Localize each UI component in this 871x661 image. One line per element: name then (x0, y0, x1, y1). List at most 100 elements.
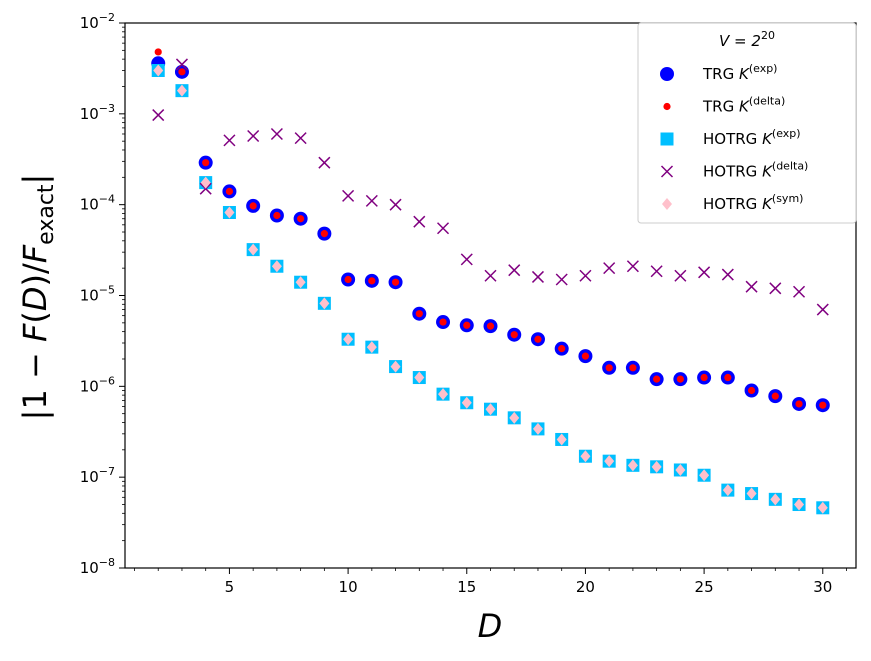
point-s4-21 (604, 455, 615, 468)
series-4 (153, 64, 828, 514)
point-s3-30 (816, 303, 829, 316)
point-s4-25 (699, 469, 710, 482)
x-tick-label-30: 30 (813, 578, 832, 596)
series-3 (152, 58, 829, 316)
point-s4-12 (390, 360, 401, 373)
point-s3-17 (508, 264, 521, 277)
legend-label-sup-0: (exp) (749, 62, 778, 75)
point-s4-13 (414, 371, 425, 384)
legend-label-name-1: TRG (702, 98, 739, 116)
legend-label-sup-1: (delta) (749, 95, 785, 108)
point-s1-17 (510, 331, 518, 339)
legend-label-sup-3: (delta) (772, 160, 808, 173)
legend-label-name-2: HOTRG (703, 130, 762, 148)
y-tick-label-exp-5: −3 (99, 102, 115, 115)
point-s3-10 (342, 189, 355, 202)
y-axis-title: |1 − F(D)/Fexact| (16, 174, 59, 421)
point-s4-28 (770, 493, 781, 506)
point-s4-29 (794, 498, 805, 511)
legend-title-prefix: V = 2 (719, 32, 761, 50)
y-tick-label-base-0: 10 (80, 559, 99, 577)
x-tick-label-20: 20 (576, 578, 595, 596)
point-s3-8 (294, 132, 307, 145)
point-s3-19 (555, 273, 568, 286)
y-tick-label-exp-0: −8 (99, 556, 115, 569)
point-s4-14 (438, 388, 449, 401)
point-s3-3 (175, 58, 188, 71)
legend-label-name-4: HOTRG (703, 195, 762, 213)
y-axis-title-pre: |1 − (16, 342, 54, 420)
point-s1-13 (415, 310, 423, 318)
y-tick-label-4: 10−4 (80, 193, 115, 214)
point-s1-5 (225, 187, 234, 195)
legend-marker-1 (663, 102, 671, 111)
point-s1-19 (558, 345, 566, 353)
point-s3-15 (460, 253, 473, 266)
point-s1-6 (249, 202, 257, 210)
point-s1-14 (439, 318, 447, 326)
y-tick-label-base-4: 10 (80, 196, 99, 214)
x-tick-label-25: 25 (695, 578, 714, 596)
point-s4-17 (509, 411, 520, 424)
point-s1-20 (581, 352, 590, 360)
legend-marker-4 (662, 198, 672, 210)
point-s3-21 (603, 262, 616, 275)
point-s3-16 (484, 269, 497, 282)
point-s4-16 (485, 403, 496, 416)
legend-label-0: TRG K(exp) (702, 62, 777, 83)
point-s1-10 (344, 275, 352, 284)
x-axis-title: D (478, 607, 503, 645)
point-s3-23 (650, 265, 663, 278)
point-s4-27 (746, 487, 757, 500)
y-tick-label-0: 10−8 (80, 556, 115, 577)
point-s1-30 (819, 401, 827, 409)
y-tick-label-3: 10−5 (80, 284, 115, 305)
legend-label-k-1: K (739, 98, 750, 116)
point-s1-21 (605, 364, 613, 372)
legend-title-exp: 20 (761, 29, 775, 42)
point-s1-9 (320, 230, 328, 238)
y-tick-label-base-2: 10 (80, 377, 99, 395)
point-s4-5 (224, 206, 235, 219)
legend-label-1: TRG K(delta) (702, 95, 785, 116)
point-s3-29 (793, 285, 806, 298)
point-s4-10 (343, 333, 354, 346)
point-s3-13 (413, 215, 426, 228)
y-tick-label-exp-3: −5 (99, 284, 115, 297)
point-s3-7 (270, 127, 283, 141)
point-s1-4 (202, 159, 210, 167)
point-s1-8 (297, 215, 305, 223)
point-s3-9 (318, 156, 331, 169)
data-marks (151, 48, 830, 515)
legend-label-sup-4: (sym) (772, 192, 804, 205)
point-s4-19 (556, 433, 567, 446)
point-s1-26 (724, 373, 732, 382)
y-axis-title-paren2: )/ (16, 263, 54, 286)
point-s3-14 (437, 222, 450, 235)
legend-label-k-3: K (762, 163, 773, 181)
point-s4-20 (580, 450, 591, 463)
legend-marker-0 (660, 67, 674, 81)
point-s3-18 (531, 270, 544, 283)
y-axis-title-paren: ( (16, 311, 54, 323)
series-1 (154, 48, 827, 409)
y-tick-label-base-3: 10 (80, 287, 99, 305)
y-tick-label-1: 10−7 (80, 465, 115, 486)
y-axis-title-sub: exact (34, 184, 59, 245)
point-s3-2 (152, 109, 165, 122)
point-s4-15 (461, 396, 472, 409)
point-s3-25 (698, 266, 711, 279)
point-s1-2 (154, 48, 162, 56)
point-s4-3 (176, 84, 187, 97)
point-s3-26 (721, 268, 734, 281)
point-s4-2 (153, 64, 164, 77)
point-s4-23 (651, 460, 662, 473)
point-s3-27 (745, 280, 758, 293)
point-s4-6 (248, 243, 259, 256)
y-axis-title-f1: F (16, 323, 54, 342)
y-axis-title-d: D (16, 287, 54, 312)
point-s1-23 (653, 375, 661, 383)
legend-label-sup-2: (exp) (772, 127, 801, 140)
